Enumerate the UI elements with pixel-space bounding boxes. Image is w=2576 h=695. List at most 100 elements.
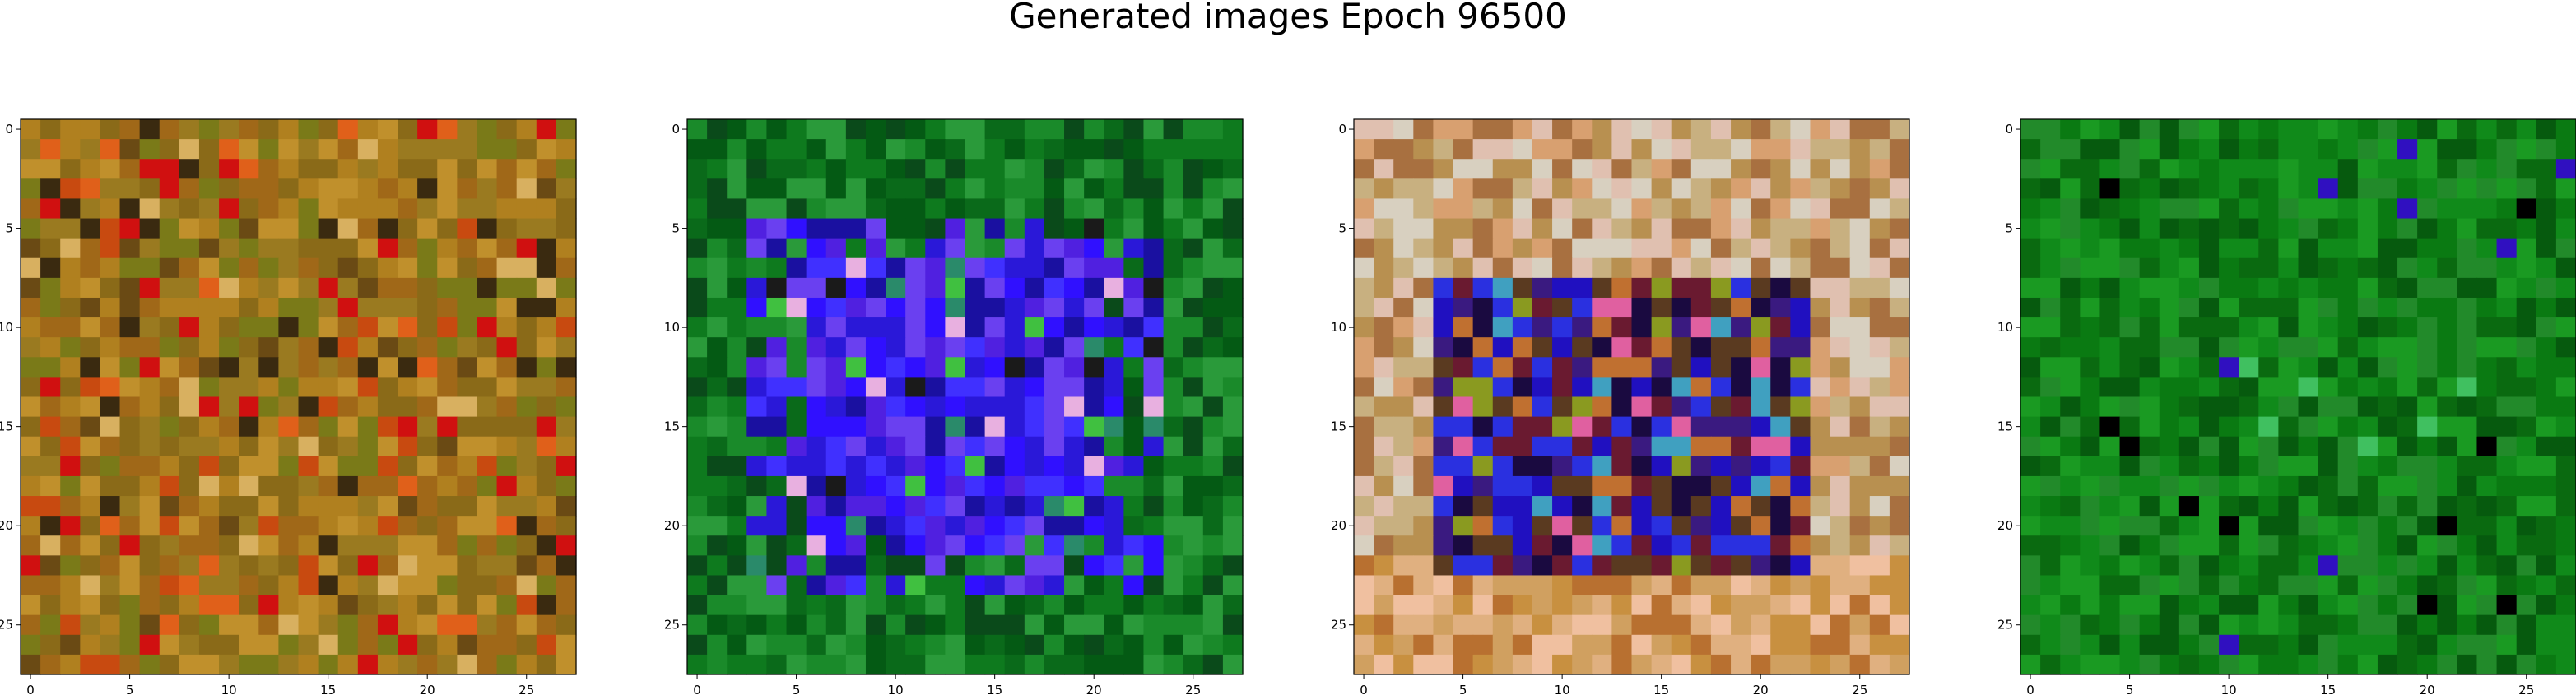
pixel — [298, 595, 319, 616]
pixel — [1123, 475, 1145, 497]
pixel — [2119, 257, 2141, 279]
pixel — [40, 119, 61, 140]
pixel — [1123, 297, 1145, 318]
pixel — [2020, 516, 2041, 536]
pixel — [219, 555, 239, 577]
pixel — [1004, 178, 1025, 200]
pixel — [417, 377, 438, 398]
pixel — [2278, 377, 2299, 398]
pixel — [1492, 277, 1514, 299]
pixel — [179, 198, 200, 220]
pixel — [2099, 496, 2121, 517]
pixel — [21, 317, 41, 338]
pixel — [2219, 436, 2239, 457]
pixel — [806, 396, 827, 418]
pixel — [2099, 416, 2121, 438]
pixel — [1552, 654, 1573, 675]
pixel — [2437, 178, 2457, 200]
pixel — [1830, 337, 1851, 358]
pixel — [80, 139, 101, 160]
pixel — [845, 496, 867, 517]
x-tick-label: 10 — [1555, 683, 1570, 695]
pixel — [1163, 218, 1184, 239]
pixel — [198, 178, 220, 200]
pixel — [2020, 257, 2041, 279]
pixel — [727, 257, 747, 279]
pixel — [139, 575, 160, 596]
pixel — [179, 614, 200, 636]
pixel — [1024, 456, 1045, 477]
pixel — [2139, 475, 2160, 497]
pixel — [1731, 337, 1751, 358]
pixel — [2178, 416, 2200, 438]
pixel — [1123, 377, 1145, 398]
pixel — [417, 139, 438, 160]
pixel — [318, 654, 339, 675]
pixel — [357, 654, 379, 675]
pixel — [1751, 535, 1771, 556]
pixel — [2239, 614, 2259, 636]
pixel — [1472, 634, 1494, 656]
pixel — [40, 317, 61, 338]
pixel — [806, 357, 827, 378]
pixel — [556, 178, 577, 200]
pixel — [2496, 139, 2518, 160]
pixel — [2377, 139, 2398, 160]
pixel — [2417, 178, 2438, 200]
pixel — [417, 496, 438, 517]
pixel — [278, 535, 300, 556]
pixel — [2337, 456, 2359, 477]
pixel — [845, 337, 867, 358]
pixel — [2536, 535, 2557, 556]
pixel — [1433, 139, 1454, 160]
pixel — [1413, 257, 1434, 279]
pixel — [1492, 595, 1514, 616]
pixel — [198, 555, 220, 577]
pixel — [2178, 555, 2200, 577]
pixel — [1202, 357, 1224, 378]
pixel — [1104, 555, 1124, 577]
pixel — [2198, 516, 2220, 536]
pixel — [2536, 238, 2557, 259]
pixel — [2040, 416, 2061, 438]
y-tick-label: 0 — [5, 122, 13, 137]
pixel — [984, 436, 1006, 457]
pixel — [1731, 178, 1751, 200]
pixel — [1611, 257, 1633, 279]
pixel — [2040, 634, 2061, 656]
pixel — [1731, 575, 1751, 596]
pixel — [80, 456, 101, 477]
pixel — [707, 456, 728, 477]
pixel — [1889, 198, 1910, 220]
pixel — [2040, 654, 2061, 675]
pixel — [2278, 257, 2299, 279]
pixel — [2080, 475, 2101, 497]
pixel — [496, 178, 518, 200]
x-tick-label: 25 — [1185, 683, 1201, 695]
pixel — [21, 575, 41, 596]
pixel — [1163, 396, 1184, 418]
pixel — [80, 496, 101, 517]
pixel — [766, 198, 788, 220]
pixel — [1790, 496, 1811, 517]
pixel — [1651, 496, 1672, 517]
pixel — [1710, 436, 1732, 457]
pixel — [2298, 159, 2319, 179]
pixel — [1552, 535, 1573, 556]
pixel — [1472, 496, 1494, 517]
pixel — [21, 297, 41, 318]
pixel — [2099, 475, 2121, 497]
y-tick-label: 15 — [0, 419, 13, 434]
pixel — [100, 198, 121, 220]
pixel — [1869, 218, 1890, 239]
pixel — [1611, 436, 1633, 457]
pixel — [40, 396, 61, 418]
pixel — [318, 377, 339, 398]
pixel — [2555, 516, 2576, 536]
pixel — [437, 396, 458, 418]
pixel — [2516, 357, 2537, 378]
pixel — [477, 456, 498, 477]
pixel — [1751, 475, 1771, 497]
pixel — [1770, 218, 1791, 239]
pixel — [1731, 456, 1751, 477]
